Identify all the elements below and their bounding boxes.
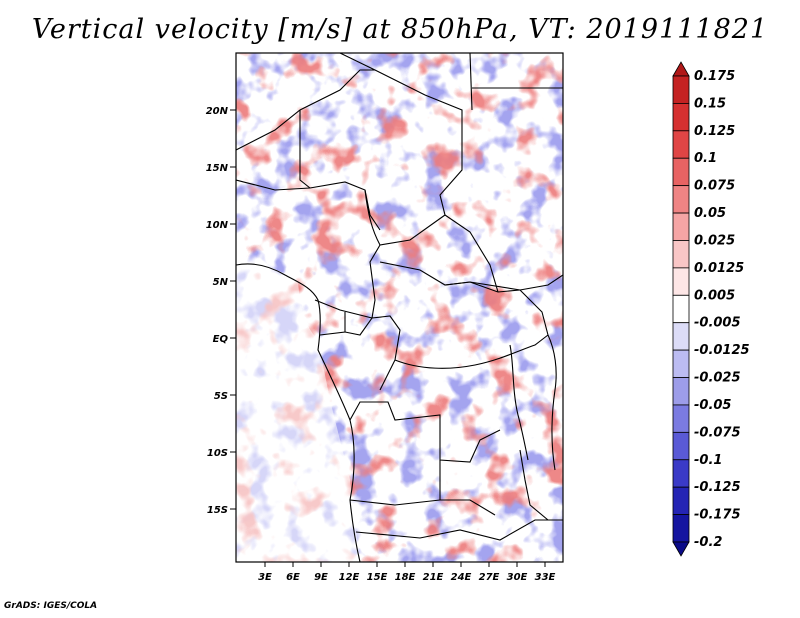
lon-axis: 3E 6E 9E 12E 15E 18E 21E 24E 27E 30E 33E xyxy=(258,562,556,583)
lon-tick-label: 6E xyxy=(286,572,300,583)
colorbar-swatch xyxy=(672,294,690,324)
software-credit: GrADS: IGES/COLA xyxy=(4,601,98,611)
velocity-field xyxy=(236,53,563,562)
colorbar-swatch xyxy=(672,75,690,104)
colorbar-swatch xyxy=(672,486,690,515)
colorbar-label: -0.125 xyxy=(694,480,741,495)
lat-tick-label: 15N xyxy=(206,163,229,174)
colorbar-swatch xyxy=(672,267,690,296)
colorbar-swatch xyxy=(672,541,690,557)
lat-tick-label: 5N xyxy=(213,277,229,288)
colorbar-label: -0.2 xyxy=(694,535,722,550)
lon-tick-label: 18E xyxy=(395,572,416,583)
chart-title: Vertical velocity [m/s] at 850hPa, VT: 2… xyxy=(31,14,769,45)
colorbar-label: -0.0125 xyxy=(694,343,750,358)
colorbar-label: -0.175 xyxy=(694,508,741,523)
colorbar-label: 0.075 xyxy=(694,179,735,194)
colorbar-label: -0.025 xyxy=(694,371,741,386)
colorbar-swatch xyxy=(672,349,690,378)
lat-tick-label: 15S xyxy=(207,505,228,516)
colorbar-swatch xyxy=(672,157,690,187)
country-borders xyxy=(236,53,563,562)
lon-tick-label: 27E xyxy=(479,572,500,583)
lon-tick-label: 24E xyxy=(451,572,472,583)
lat-axis: 20N 15N 10N 5N EQ 5S 10S 15S xyxy=(206,106,236,516)
colorbar-label: 0.005 xyxy=(694,288,735,303)
colorbar-swatch xyxy=(672,130,690,159)
lon-tick-label: 30E xyxy=(507,572,528,583)
colorbar-swatch xyxy=(672,459,690,488)
map-frame xyxy=(235,52,564,563)
lat-tick-label: EQ xyxy=(213,334,229,345)
colorbar-label: 0.175 xyxy=(694,69,735,84)
lon-tick-label: 15E xyxy=(367,572,388,583)
lat-tick-label: 5S xyxy=(214,391,228,402)
colorbar-swatch xyxy=(672,322,690,351)
colorbar-label: 0.025 xyxy=(694,233,735,248)
colorbar: 0.175 0.15 0.125 0.1 0.075 0.05 0.025 0.0125 0.0… xyxy=(672,61,750,557)
colorbar-swatch xyxy=(672,404,690,433)
colorbar-swatch xyxy=(672,212,690,241)
colorbar-label: -0.05 xyxy=(694,398,731,413)
colorbar-label: 0.05 xyxy=(694,206,726,221)
colorbar-swatch xyxy=(672,377,690,406)
lon-tick-label: 9E xyxy=(314,572,328,583)
colorbar-swatch xyxy=(672,61,690,77)
colorbar-label: 0.125 xyxy=(694,124,735,139)
lon-tick-label: 12E xyxy=(339,572,360,583)
lat-tick-label: 20N xyxy=(206,106,229,117)
lat-tick-label: 10S xyxy=(207,448,228,459)
colorbar-label: 0.0125 xyxy=(694,261,744,276)
colorbar-swatch xyxy=(672,103,690,132)
lon-tick-label: 21E xyxy=(423,572,444,583)
colorbar-label: 0.15 xyxy=(694,96,726,111)
colorbar-label: -0.075 xyxy=(694,425,741,440)
colorbar-label: -0.005 xyxy=(694,316,741,331)
colorbar-label: 0.1 xyxy=(694,151,717,166)
lon-tick-label: 33E xyxy=(535,572,556,583)
colorbar-label: -0.1 xyxy=(694,453,722,468)
colorbar-swatch xyxy=(672,514,690,543)
lon-tick-label: 3E xyxy=(258,572,272,583)
colorbar-swatch xyxy=(672,240,690,269)
colorbar-swatch xyxy=(672,431,690,461)
colorbar-swatch xyxy=(672,185,690,214)
lat-tick-label: 10N xyxy=(206,220,229,231)
